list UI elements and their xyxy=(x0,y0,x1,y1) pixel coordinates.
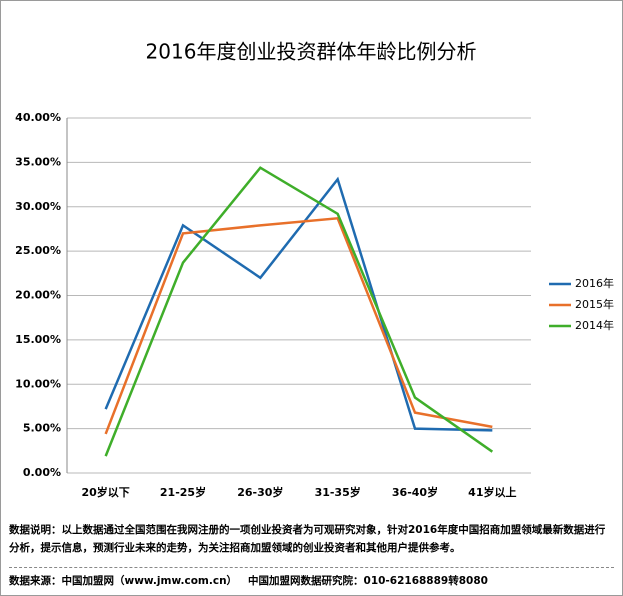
y-tick-label: 25.00% xyxy=(15,244,61,257)
series-line xyxy=(104,176,493,432)
legend-label: 2016年 xyxy=(575,276,614,290)
x-tick-label: 41岁以上 xyxy=(468,485,516,499)
series-line xyxy=(104,166,494,457)
y-tick-label: 40.00% xyxy=(15,111,61,124)
series-line xyxy=(104,216,493,435)
x-tick-label: 26-30岁 xyxy=(237,485,283,499)
legend-label: 2014年 xyxy=(575,318,614,332)
legend-label: 2015年 xyxy=(575,297,614,311)
y-tick-label: 35.00% xyxy=(15,155,61,168)
x-tick-label: 21-25岁 xyxy=(160,485,206,499)
chart-title: 2016年度创业投资群体年龄比例分析 xyxy=(146,40,477,64)
y-tick-label: 20.00% xyxy=(15,289,61,302)
x-tick-label: 20岁以下 xyxy=(82,485,130,499)
x-tick-label: 31-35岁 xyxy=(315,485,361,499)
y-tick-label: 10.00% xyxy=(15,377,61,390)
y-tick-label: 15.00% xyxy=(15,333,61,346)
y-tick-label: 5.00% xyxy=(23,422,61,435)
x-tick-label: 36-40岁 xyxy=(392,485,438,499)
separator xyxy=(9,567,614,568)
y-tick-label: 30.00% xyxy=(15,200,61,213)
y-tick-label: 0.00% xyxy=(23,466,61,479)
source: 数据来源：中国加盟网（www.jmw.com.cn） 中国加盟网数据研究院：01… xyxy=(9,575,488,587)
note: 数据说明：以上数据通过全国范围在我网注册的一项创业投资者为可观研究对象，针对20… xyxy=(9,524,606,554)
